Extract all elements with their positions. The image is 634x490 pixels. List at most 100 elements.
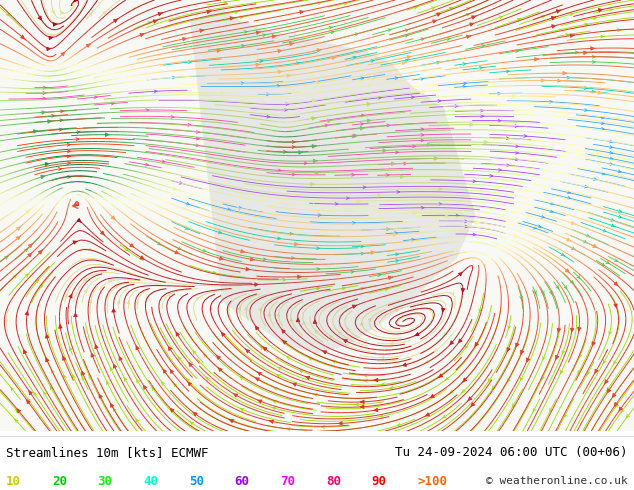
- FancyArrowPatch shape: [77, 131, 80, 134]
- FancyArrowPatch shape: [333, 361, 336, 363]
- FancyArrowPatch shape: [68, 175, 70, 178]
- Text: 40: 40: [143, 475, 158, 488]
- FancyArrowPatch shape: [396, 151, 399, 154]
- FancyArrowPatch shape: [618, 210, 621, 213]
- FancyArrowPatch shape: [60, 128, 62, 131]
- FancyArrowPatch shape: [186, 202, 190, 205]
- FancyArrowPatch shape: [465, 225, 468, 228]
- FancyArrowPatch shape: [143, 386, 146, 389]
- FancyArrowPatch shape: [179, 181, 183, 184]
- FancyArrowPatch shape: [378, 209, 382, 212]
- FancyArrowPatch shape: [570, 13, 573, 16]
- FancyArrowPatch shape: [353, 135, 355, 138]
- FancyArrowPatch shape: [567, 196, 571, 199]
- FancyArrowPatch shape: [136, 379, 139, 383]
- FancyArrowPatch shape: [541, 216, 545, 218]
- FancyArrowPatch shape: [316, 247, 320, 249]
- FancyArrowPatch shape: [515, 108, 519, 112]
- FancyArrowPatch shape: [363, 186, 366, 189]
- FancyArrowPatch shape: [229, 419, 233, 423]
- FancyArrowPatch shape: [292, 173, 295, 176]
- FancyArrowPatch shape: [196, 144, 199, 147]
- FancyArrowPatch shape: [561, 253, 564, 256]
- FancyArrowPatch shape: [60, 110, 63, 113]
- FancyArrowPatch shape: [395, 309, 398, 312]
- FancyArrowPatch shape: [318, 2, 321, 4]
- FancyArrowPatch shape: [113, 365, 117, 368]
- FancyArrowPatch shape: [112, 309, 115, 312]
- FancyArrowPatch shape: [273, 400, 276, 403]
- FancyArrowPatch shape: [206, 377, 209, 380]
- FancyArrowPatch shape: [470, 23, 474, 26]
- FancyArrowPatch shape: [48, 120, 52, 123]
- FancyArrowPatch shape: [25, 312, 29, 315]
- FancyArrowPatch shape: [306, 376, 309, 379]
- FancyArrowPatch shape: [110, 404, 113, 407]
- FancyArrowPatch shape: [601, 122, 604, 124]
- FancyArrowPatch shape: [162, 160, 165, 163]
- FancyArrowPatch shape: [51, 369, 55, 373]
- FancyArrowPatch shape: [425, 360, 429, 363]
- FancyArrowPatch shape: [352, 173, 354, 176]
- FancyArrowPatch shape: [300, 10, 304, 14]
- FancyArrowPatch shape: [412, 238, 415, 241]
- FancyArrowPatch shape: [353, 305, 357, 308]
- FancyArrowPatch shape: [543, 356, 545, 360]
- FancyArrowPatch shape: [438, 374, 443, 378]
- FancyArrowPatch shape: [287, 428, 290, 430]
- FancyArrowPatch shape: [472, 16, 476, 19]
- FancyArrowPatch shape: [89, 13, 92, 16]
- FancyArrowPatch shape: [378, 274, 380, 276]
- FancyArrowPatch shape: [154, 90, 157, 93]
- FancyArrowPatch shape: [41, 175, 45, 178]
- FancyArrowPatch shape: [317, 49, 321, 52]
- Text: © weatheronline.co.uk: © weatheronline.co.uk: [486, 476, 628, 486]
- FancyArrowPatch shape: [278, 368, 281, 370]
- FancyArrowPatch shape: [521, 350, 524, 354]
- FancyArrowPatch shape: [171, 409, 174, 412]
- FancyArrowPatch shape: [241, 82, 244, 85]
- FancyArrowPatch shape: [421, 128, 424, 131]
- FancyArrowPatch shape: [46, 358, 49, 362]
- FancyArrowPatch shape: [204, 354, 207, 357]
- FancyArrowPatch shape: [432, 20, 437, 23]
- FancyArrowPatch shape: [526, 358, 529, 362]
- FancyArrowPatch shape: [609, 331, 611, 335]
- FancyArrowPatch shape: [329, 26, 332, 29]
- FancyArrowPatch shape: [365, 374, 367, 377]
- FancyArrowPatch shape: [27, 398, 30, 402]
- FancyArrowPatch shape: [566, 33, 569, 36]
- FancyArrowPatch shape: [25, 274, 29, 277]
- FancyArrowPatch shape: [174, 383, 177, 387]
- FancyArrowPatch shape: [524, 135, 527, 137]
- FancyArrowPatch shape: [188, 123, 191, 126]
- FancyArrowPatch shape: [230, 17, 234, 20]
- FancyArrowPatch shape: [571, 280, 574, 284]
- FancyArrowPatch shape: [313, 159, 317, 163]
- FancyArrowPatch shape: [73, 241, 77, 244]
- FancyArrowPatch shape: [361, 252, 364, 255]
- FancyArrowPatch shape: [256, 326, 259, 330]
- FancyArrowPatch shape: [26, 210, 30, 214]
- FancyArrowPatch shape: [113, 408, 116, 412]
- FancyArrowPatch shape: [49, 36, 53, 40]
- FancyArrowPatch shape: [432, 7, 435, 9]
- FancyArrowPatch shape: [394, 232, 398, 234]
- FancyArrowPatch shape: [585, 87, 587, 90]
- FancyArrowPatch shape: [278, 237, 281, 240]
- FancyArrowPatch shape: [572, 247, 575, 249]
- FancyArrowPatch shape: [488, 378, 491, 382]
- FancyArrowPatch shape: [100, 394, 102, 398]
- FancyArrowPatch shape: [421, 139, 424, 142]
- FancyArrowPatch shape: [584, 240, 587, 243]
- FancyArrowPatch shape: [462, 289, 465, 292]
- FancyArrowPatch shape: [39, 250, 42, 254]
- FancyArrowPatch shape: [614, 259, 618, 262]
- FancyArrowPatch shape: [566, 269, 570, 273]
- FancyArrowPatch shape: [108, 280, 112, 283]
- FancyArrowPatch shape: [450, 341, 453, 344]
- FancyArrowPatch shape: [367, 119, 371, 122]
- FancyArrowPatch shape: [462, 390, 465, 393]
- FancyArrowPatch shape: [371, 251, 375, 254]
- FancyArrowPatch shape: [124, 377, 127, 381]
